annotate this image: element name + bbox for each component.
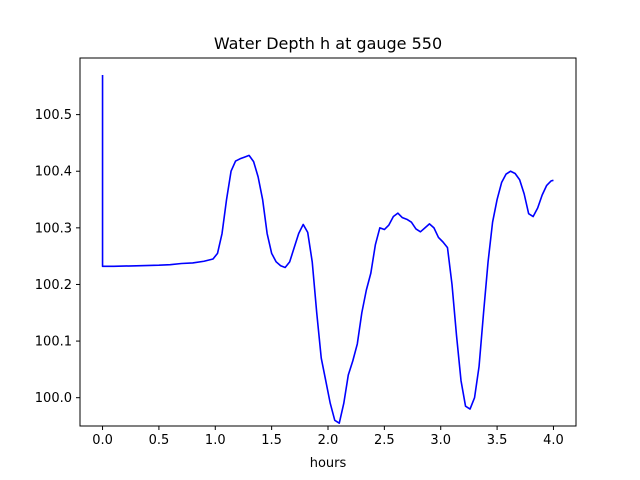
y-tick-label: 100.2 xyxy=(35,278,72,293)
x-axis-label: hours xyxy=(310,456,347,471)
x-tick-label: 1.5 xyxy=(261,433,282,448)
x-tick-label: 0.0 xyxy=(92,433,113,448)
x-tick-label: 4.0 xyxy=(543,433,564,448)
x-tick-label: 2.0 xyxy=(318,433,339,448)
y-tick-label: 100.0 xyxy=(35,391,72,406)
plot-area xyxy=(101,74,554,424)
x-tick-label: 1.0 xyxy=(205,433,226,448)
x-tick-label: 2.5 xyxy=(374,433,395,448)
axis-ticks: 0.0 0.5 1.0 1.5 2.0 2.5 3.0 3.5 4.0 100.0 100.1 100… xyxy=(35,108,564,448)
axes-frame xyxy=(79,57,577,427)
x-tick-label: 0.5 xyxy=(149,433,170,448)
y-tick-label: 100.5 xyxy=(35,108,72,123)
y-tick-label: 100.3 xyxy=(35,221,72,236)
x-tick-label: 3.5 xyxy=(487,433,508,448)
x-tick-label: 3.0 xyxy=(430,433,451,448)
y-tick-label: 100.1 xyxy=(35,335,72,350)
series-line-0 xyxy=(101,74,554,424)
y-tick-label: 100.4 xyxy=(35,165,72,180)
chart-title: Water Depth h at gauge 550 xyxy=(214,34,442,53)
